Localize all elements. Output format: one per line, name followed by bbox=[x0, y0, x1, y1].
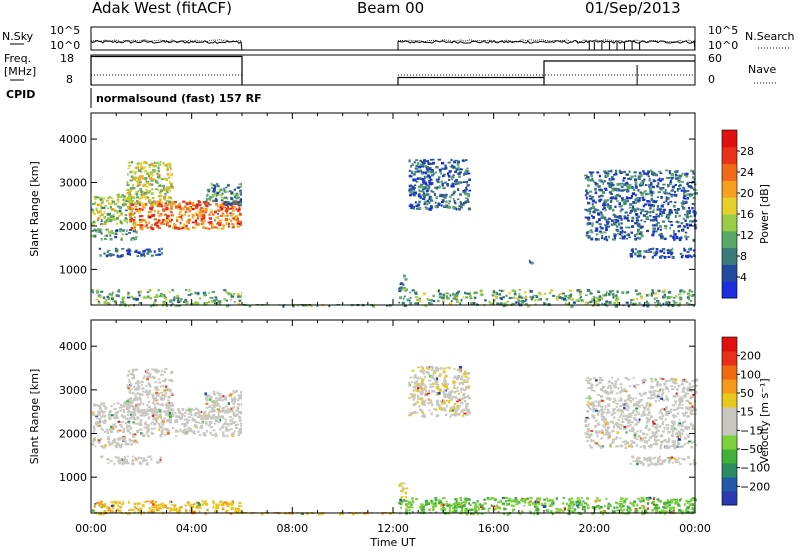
power-colorbar-swatch-6 bbox=[722, 180, 737, 197]
velocity-ylabel: Slant Range [km] bbox=[28, 369, 41, 465]
xtick-label-5: 20:00 bbox=[578, 522, 610, 535]
power-ytick-label-3: 4000 bbox=[59, 133, 87, 146]
velocity-colorbar-swatch-0 bbox=[722, 491, 737, 506]
xtick-label-6: 00:00 bbox=[679, 522, 711, 535]
power-colorbar-swatch-5 bbox=[722, 197, 737, 214]
power-colorbar-swatch-1 bbox=[722, 264, 737, 281]
freq-line-0 bbox=[91, 57, 242, 86]
x-axis-label: Time UT bbox=[369, 536, 415, 549]
velocity-colorbar-swatch-11 bbox=[722, 337, 737, 352]
power-colorbar-swatch-3 bbox=[722, 231, 737, 248]
freq-left-tick-top: 18 bbox=[60, 52, 74, 65]
noise-dip-1 bbox=[602, 42, 610, 50]
velocity-ytick-label-2: 3000 bbox=[59, 384, 87, 397]
power-ytick-label-0: 1000 bbox=[59, 263, 87, 276]
velocity-colorbar-label-0: 200 bbox=[740, 350, 761, 363]
cpid-text: normalsound (fast) 157 RF bbox=[96, 92, 262, 105]
power-ytick-label-2: 3000 bbox=[59, 177, 87, 190]
freq-line-1 bbox=[398, 78, 544, 86]
nave-right-label: Nave bbox=[748, 63, 776, 76]
power-ytick-label-1: 2000 bbox=[59, 220, 87, 233]
velocity-colorbar-swatch-4 bbox=[722, 435, 737, 450]
velocity-ytick-label-0: 1000 bbox=[59, 471, 87, 484]
power-colorbar-swatch-4 bbox=[722, 214, 737, 231]
velocity-colorbar-swatch-1 bbox=[722, 477, 737, 492]
date-title: 01/Sep/2013 bbox=[585, 0, 681, 17]
velocity-colorbar-label-7: −200 bbox=[740, 480, 770, 493]
velocity-colorbar-label-3: 15 bbox=[740, 406, 754, 419]
velocity-data-gap-0 bbox=[242, 321, 398, 512]
beam-title: Beam 00 bbox=[357, 0, 424, 17]
power-colorbar-label-0: 4 bbox=[740, 271, 747, 284]
power-colorbar-title: Power [dB] bbox=[758, 184, 771, 244]
xtick-label-3: 12:00 bbox=[377, 522, 409, 535]
freq-left-unit: [MHz] bbox=[4, 65, 36, 78]
xtick-label-2: 08:00 bbox=[276, 522, 308, 535]
noise-right-tick-bottom: 10^0 bbox=[708, 39, 738, 52]
velocity-colorbar-swatch-8 bbox=[722, 379, 737, 394]
power-colorbar-label-1: 8 bbox=[740, 250, 747, 263]
freq-panel-frame bbox=[91, 55, 695, 85]
noise-right-label: N.Search bbox=[745, 30, 795, 43]
noise-sky-line-0 bbox=[91, 41, 242, 50]
velocity-colorbar-swatch-5 bbox=[722, 421, 737, 436]
velocity-ytick-label-3: 4000 bbox=[59, 340, 87, 353]
power-colorbar-label-5: 24 bbox=[740, 166, 754, 179]
power-colorbar-swatch-7 bbox=[722, 164, 737, 181]
velocity-colorbar-title: Velocity [m s⁻¹] bbox=[758, 378, 771, 463]
velocity-colorbar-label-2: 50 bbox=[740, 387, 754, 400]
noise-left-tick-bottom: 10^0 bbox=[50, 39, 80, 52]
power-data-gap-0 bbox=[242, 114, 398, 304]
velocity-colorbar-swatch-9 bbox=[722, 365, 737, 380]
velocity-colorbar-swatch-7 bbox=[722, 393, 737, 408]
nave-right-tick-top: 60 bbox=[708, 52, 722, 65]
power-colorbar-label-4: 20 bbox=[740, 187, 754, 200]
station-title: Adak West (fitACF) bbox=[92, 0, 232, 17]
power-ylabel: Slant Range [km] bbox=[28, 161, 41, 257]
noise-sky-line-1 bbox=[398, 41, 695, 50]
power-colorbar-label-6: 28 bbox=[740, 145, 754, 158]
velocity-colorbar-swatch-10 bbox=[722, 351, 737, 366]
noise-left-label: N.Sky bbox=[2, 30, 34, 43]
power-colorbar-swatch-8 bbox=[722, 147, 737, 164]
xtick-label-4: 16:00 bbox=[478, 522, 510, 535]
power-colorbar-swatch-0 bbox=[722, 281, 737, 298]
velocity-colorbar-swatch-3 bbox=[722, 449, 737, 464]
power-colorbar-label-2: 12 bbox=[740, 229, 754, 242]
noise-right-tick-top: 10^5 bbox=[708, 24, 738, 37]
nave-right-tick-bottom: 0 bbox=[708, 73, 715, 86]
velocity-colorbar-swatch-2 bbox=[722, 463, 737, 478]
noise-left-tick-top: 10^5 bbox=[50, 24, 80, 37]
cpid-label: CPID bbox=[6, 88, 35, 101]
xtick-label-1: 04:00 bbox=[176, 522, 208, 535]
power-colorbar-label-3: 16 bbox=[740, 208, 754, 221]
xtick-label-0: 00:00 bbox=[75, 522, 107, 535]
velocity-colorbar-swatch-6 bbox=[722, 407, 737, 422]
noise-dip-0 bbox=[589, 42, 594, 50]
velocity-ytick-label-1: 2000 bbox=[59, 428, 87, 441]
power-colorbar-swatch-9 bbox=[722, 130, 737, 147]
freq-left-label: Freq. bbox=[4, 52, 31, 65]
noise-panel-frame bbox=[91, 27, 695, 50]
freq-left-tick-bottom: 8 bbox=[66, 73, 73, 86]
freq-line-2 bbox=[544, 61, 695, 85]
power-colorbar-swatch-2 bbox=[722, 248, 737, 265]
